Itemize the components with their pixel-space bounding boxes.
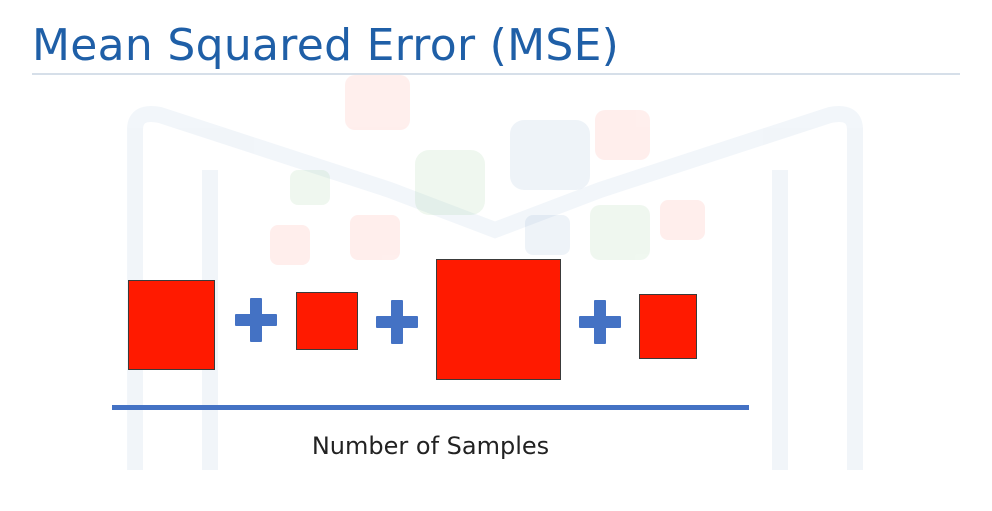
fraction-divider-line (112, 405, 749, 410)
denominator-label: Number of Samples (311, 432, 550, 460)
plus-icon (235, 298, 277, 342)
slide-title: Mean Squared Error (MSE) (32, 20, 620, 71)
plus-icon (376, 300, 418, 344)
squared-error-icon (639, 294, 697, 359)
title-divider (32, 73, 960, 75)
squared-error-icon (128, 280, 215, 370)
squared-error-icon (436, 259, 561, 380)
plus-icon (579, 300, 621, 344)
squared-error-icon (296, 292, 358, 350)
